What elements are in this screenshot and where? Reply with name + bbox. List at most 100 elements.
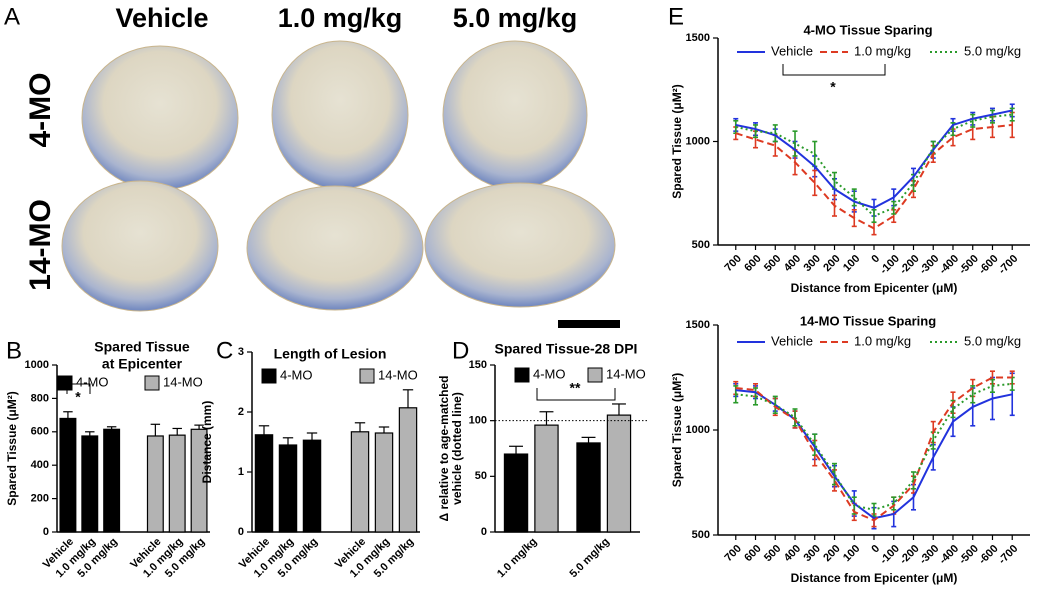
y-axis-label: Distance (mm) [200, 401, 214, 484]
bar [503, 453, 529, 533]
x-axis-label: Distance from Epicenter (μM) [791, 281, 958, 295]
legend-label: Vehicle [771, 43, 813, 58]
bar [374, 432, 394, 533]
significance-label: * [75, 389, 81, 405]
legend-swatch [144, 375, 160, 391]
chart-title: Length of Lesion [274, 346, 387, 362]
column-header: 1.0 mg/kg [278, 3, 403, 33]
bar [350, 431, 370, 533]
chart-subtitle: at Epicenter [102, 356, 183, 372]
legend-label: 4-MO [76, 374, 109, 389]
y-tick-label: 1000 [25, 359, 49, 371]
x-tick-label: 0 [869, 543, 882, 556]
y-tick-label: 1000 [686, 135, 710, 147]
x-tick-label: 300 [801, 253, 822, 274]
legend-swatch [261, 368, 277, 384]
panel-letter: A [4, 3, 20, 30]
chart-title: Spared Tissue-28 DPI [495, 341, 638, 357]
x-tick-label: 700 [722, 543, 743, 564]
x-tick-label: 200 [821, 543, 842, 564]
x-tick-label: 5.0 mg/kg [568, 536, 612, 580]
bar [168, 434, 186, 533]
y-tick-label: 600 [31, 426, 49, 438]
x-tick-label: -600 [977, 543, 1001, 567]
row-label: 14-MO [24, 199, 57, 291]
x-tick-label: 0 [869, 253, 882, 266]
significance-bracket [536, 388, 616, 401]
series-line [735, 123, 1013, 230]
x-tick-label: 700 [722, 253, 743, 274]
legend-swatch [587, 367, 603, 383]
chart-title: 14-MO Tissue Sparing [800, 313, 936, 328]
legend-label: 1.0 mg/kg [854, 43, 911, 58]
x-tick-label: 300 [801, 543, 822, 564]
tissue-section [246, 185, 424, 311]
x-tick-label: -400 [937, 543, 961, 567]
x-tick-label: -600 [977, 253, 1001, 277]
x-tick-label: -100 [878, 543, 902, 567]
bar [81, 435, 99, 533]
series-line [735, 376, 1013, 522]
y-axis-label: vehicle (dotted line) [450, 392, 464, 505]
tissue-section [442, 40, 588, 190]
x-tick-label: 400 [782, 253, 803, 274]
x-tick-label: -700 [996, 253, 1020, 277]
bar [576, 442, 601, 533]
legend-label: 14-MO [606, 366, 646, 381]
column-header: 5.0 mg/kg [453, 3, 578, 33]
x-tick-label: 1.0 mg/kg [495, 536, 539, 580]
panel-letter: E [668, 3, 684, 30]
y-tick-label: 2 [238, 406, 244, 418]
x-tick-label: 500 [762, 543, 783, 564]
chart-title: 4-MO Tissue Sparing [803, 22, 932, 37]
x-tick-label: -200 [898, 253, 922, 277]
significance-label: * [830, 79, 836, 95]
series-line [735, 109, 1013, 209]
legend-swatch [57, 375, 73, 391]
significance-bracket [782, 64, 886, 76]
legend-swatch [514, 367, 530, 383]
y-tick-label: 1000 [686, 424, 710, 436]
bar [606, 414, 632, 533]
y-tick-label: 0 [238, 526, 244, 538]
x-tick-label: -200 [898, 543, 922, 567]
scale-bar [558, 320, 620, 328]
tissue-section [61, 180, 219, 312]
x-tick-label: 400 [782, 543, 803, 564]
x-tick-label: -400 [937, 253, 961, 277]
panel-letter: B [6, 337, 22, 364]
y-tick-label: 1500 [686, 319, 710, 331]
y-tick-label: 1500 [686, 32, 710, 44]
tissue-section [271, 40, 409, 190]
legend-label: 5.0 mg/kg [964, 333, 1021, 348]
chart-title: Spared Tissue [94, 339, 190, 355]
bar [278, 444, 298, 533]
y-tick-label: 3 [238, 346, 244, 358]
legend-label: 4-MO [533, 366, 566, 381]
y-axis-label: Spared Tissue (μM²) [670, 373, 684, 487]
chart: D Spared Tissue-28 DPI Δ relative to age-m… [437, 337, 648, 580]
panel-a: A Vehicle 1.0 mg/kg 5.0 mg/kg 4-MO 14-MO [4, 3, 620, 328]
legend-label: Vehicle [771, 333, 813, 348]
y-tick-label: 800 [31, 392, 49, 404]
y-tick-label: 500 [692, 239, 710, 251]
legend-label: 1.0 mg/kg [854, 333, 911, 348]
y-axis-label: Spared Tissue (μM²) [5, 391, 19, 505]
x-tick-label: 200 [821, 253, 842, 274]
y-tick-label: 150 [469, 359, 487, 371]
legend-swatch [359, 368, 375, 384]
x-tick-label: -300 [917, 253, 941, 277]
x-tick-label: -700 [996, 543, 1020, 567]
legend-label: 4-MO [280, 367, 313, 382]
x-tick-label: 100 [841, 543, 862, 564]
x-tick-label: 600 [742, 253, 763, 274]
legend-label: 14-MO [378, 367, 418, 382]
x-tick-label: -300 [917, 543, 941, 567]
y-tick-label: 0 [43, 526, 49, 538]
y-tick-label: 1 [238, 466, 244, 478]
tissue-section [81, 45, 239, 191]
series-line [735, 389, 1013, 520]
panel-letter: D [452, 337, 469, 364]
